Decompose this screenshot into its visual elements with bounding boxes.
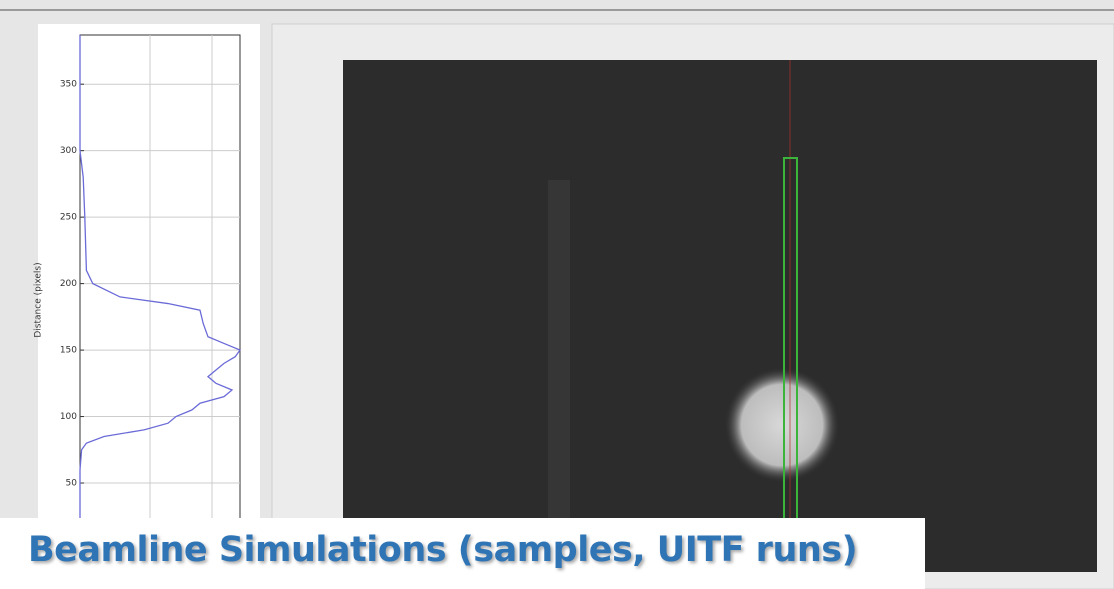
profile-panel [38,24,260,589]
caption: Beamline Simulations (samples, UITF runs… [28,530,857,570]
y-tick-label: 200 [60,279,77,289]
y-tick-label: 150 [60,346,77,356]
page: 50 100 150 200 250 300 350 Distance (pixels) B… [0,0,1114,589]
beam-spot [724,367,840,483]
caption-box: Beamline Simulations (samples, UITF runs… [0,518,925,589]
y-axis-label: Distance (pixels) [34,262,44,337]
y-tick-label: 50 [66,479,78,489]
streak [548,180,570,540]
screen: 50 100 150 200 250 300 350 Distance (pixels) [0,0,1114,589]
y-tick-label: 250 [60,213,77,223]
y-tick-label: 350 [60,80,77,90]
y-tick-label: 300 [60,146,77,156]
y-tick-label: 100 [60,412,77,422]
camera-image [343,60,1097,572]
